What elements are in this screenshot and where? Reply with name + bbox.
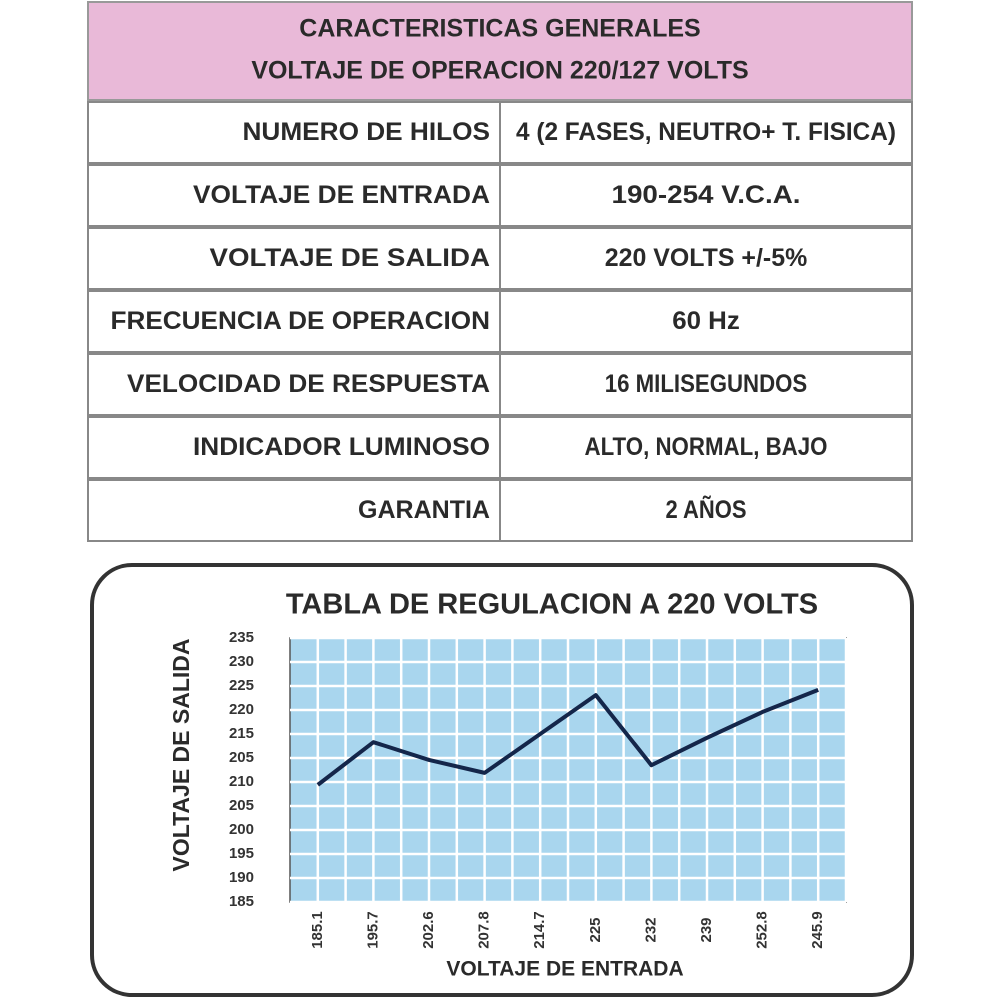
y-tick-label: 225 xyxy=(229,677,254,694)
row-label: FRECUENCIA DE OPERACION xyxy=(111,307,490,335)
y-tick-label: 185 xyxy=(229,893,254,910)
row-label: VOLTAJE DE SALIDA xyxy=(210,244,491,272)
y-tick-label: 205 xyxy=(229,797,254,814)
y-tick-label: 210 xyxy=(229,773,254,790)
y-tick-label: 190 xyxy=(229,869,254,886)
y-tick-label: 220 xyxy=(229,701,254,718)
x-tick-label: 245.9 xyxy=(809,911,826,949)
x-tick-label: 232 xyxy=(642,917,659,942)
x-tick-label: 252.8 xyxy=(754,911,771,949)
x-tick-label: 239 xyxy=(698,917,715,942)
row-value: 60 Hz xyxy=(672,307,740,335)
y-tick-label: 235 xyxy=(229,629,254,646)
row-value: 2 AÑOS xyxy=(666,494,747,524)
y-tick-label: 230 xyxy=(229,653,254,670)
row-label: NUMERO DE HILOS xyxy=(243,118,491,146)
row-label: VOLTAJE DE ENTRADA xyxy=(193,181,490,209)
x-tick-label: 214.7 xyxy=(531,911,548,949)
row-label: GARANTIA xyxy=(358,496,490,524)
x-tick-label: 225 xyxy=(587,917,604,942)
data-line xyxy=(316,687,819,787)
row-label: VELOCIDAD DE RESPUESTA xyxy=(127,370,490,398)
chart-title: TABLA DE REGULACION A 220 VOLTS xyxy=(286,589,818,621)
row-value: 4 (2 FASES, NEUTRO+ T. FISICA) xyxy=(516,118,896,146)
row-value: 220 VOLTS +/-5% xyxy=(605,244,808,272)
row-label: INDICADOR LUMINOSO xyxy=(193,433,490,461)
plot: 235 230 225 220 215 205 210 205 200 195 190 185 185.… xyxy=(229,629,848,949)
row-value: 16 MILISEGUNDOS xyxy=(605,370,808,398)
table-title: VOLTAJE DE OPERACION 220/127 VOLTS xyxy=(251,57,748,85)
x-axis-label: VOLTAJE DE ENTRADA xyxy=(446,958,683,981)
row-value: ALTO, NORMAL, BAJO xyxy=(585,433,828,461)
x-tick-label: 202.6 xyxy=(420,911,437,949)
x-tick-label: 207.8 xyxy=(476,911,493,949)
y-tick-label: 215 xyxy=(229,725,254,742)
x-tick-label: 195.7 xyxy=(364,911,381,949)
table-body: NUMERO DE HILOS 4 (2 FASES, NEUTRO+ T. FI… xyxy=(87,101,913,542)
x-tick-label: 185.1 xyxy=(309,911,326,949)
y-axis-label: VOLTAJE DE SALIDA xyxy=(168,639,194,872)
y-tick-label: 205 xyxy=(229,749,254,766)
table-header xyxy=(87,1,913,101)
y-tick-label: 195 xyxy=(229,845,254,862)
y-tick-label: 200 xyxy=(229,821,254,838)
table-title: CARACTERISTICAS GENERALES xyxy=(299,15,700,43)
row-value: 190-254 V.C.A. xyxy=(612,181,801,209)
